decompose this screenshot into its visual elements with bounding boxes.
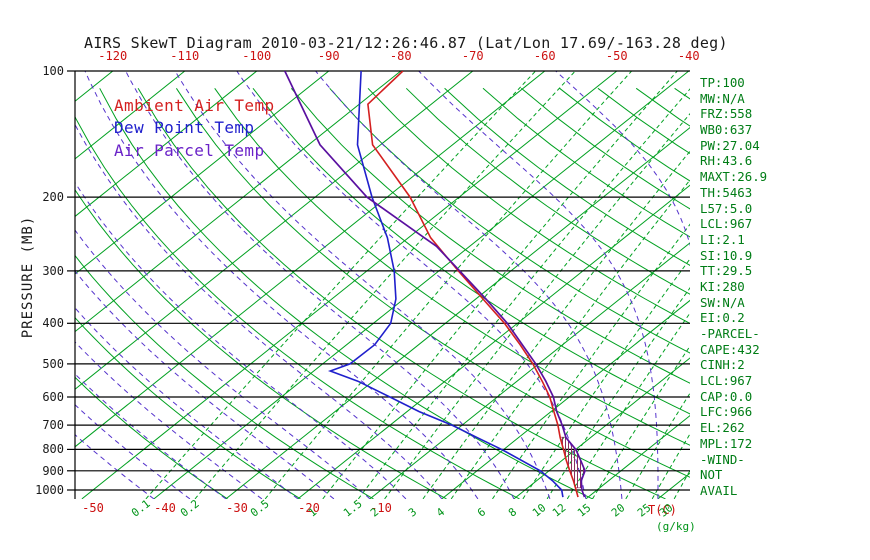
top-temp-tick-label: -110 bbox=[170, 49, 200, 63]
pressure-tick-label: 900 bbox=[42, 463, 64, 478]
pressure-tick-label: 600 bbox=[42, 390, 64, 405]
stats-line: -PARCEL- bbox=[700, 326, 760, 341]
stats-line: AVAIL bbox=[700, 482, 738, 498]
stats-line: KI:280 bbox=[700, 278, 745, 294]
stats-line: TT:29.5 bbox=[700, 263, 753, 279]
stats-line: CAPE:432 bbox=[700, 341, 760, 357]
stats-line: TP:100 bbox=[700, 75, 745, 90]
pressure-tick-label: 400 bbox=[42, 316, 64, 331]
stats-panel: TP:100 MW:N/A FRZ:558 WB0:637 PW:27.04 RH:43.… bbox=[700, 75, 767, 499]
bottom-temp-tick-label: -10 bbox=[370, 501, 392, 515]
legend-parcel: Air Parcel Temp bbox=[114, 140, 265, 160]
bottom-temp-tick-label: -40 bbox=[154, 501, 176, 515]
pressure-tick-label: 300 bbox=[42, 263, 64, 278]
stats-line: L57:5.0 bbox=[700, 200, 753, 216]
top-temp-tick-label: -40 bbox=[677, 49, 700, 63]
sounding-curves bbox=[284, 71, 586, 498]
stats-line: EL:262 bbox=[700, 420, 745, 436]
pressure-tick-label: 500 bbox=[42, 356, 64, 371]
stats-line: LI:2.1 bbox=[700, 231, 745, 247]
legend-ambient: Ambient Air Temp bbox=[114, 96, 275, 115]
stats-line: LCL:967 bbox=[700, 373, 753, 389]
pressure-tick-label: 800 bbox=[42, 442, 64, 457]
stats-line: MW:N/A bbox=[700, 90, 745, 106]
stats-line: EI:0.2 bbox=[700, 310, 745, 326]
mixing-ratio-lines bbox=[145, 71, 690, 499]
pressure-tick-label: 700 bbox=[42, 418, 64, 433]
top-temp-tick-label: -70 bbox=[461, 49, 484, 63]
top-temp-tick-label: -50 bbox=[605, 49, 628, 63]
stats-line: SI:10.9 bbox=[700, 247, 753, 263]
stats-line: TH:5463 bbox=[700, 184, 753, 200]
dewpoint-curve bbox=[327, 71, 564, 498]
stats-line: WB0:637 bbox=[700, 122, 753, 138]
stats-line: NOT bbox=[700, 467, 723, 483]
bottom-temp-tick-label: -30 bbox=[226, 501, 248, 515]
legend-dewpoint: Dew Point Temp bbox=[114, 118, 255, 138]
stats-line: MAXT:26.9 bbox=[700, 169, 768, 185]
pressure-tick-label: 100 bbox=[42, 64, 64, 78]
stats-line: LFC:966 bbox=[700, 404, 753, 420]
moist-adiabat-lines bbox=[75, 71, 690, 499]
stats-line: RH:43.6 bbox=[700, 153, 753, 169]
stats-line: CAP:0.0 bbox=[700, 388, 753, 404]
pressure-tick-label: 1000 bbox=[35, 483, 64, 497]
parcel-curve bbox=[284, 71, 586, 498]
dry-adiabat-lines bbox=[75, 87, 690, 499]
top-temp-tick-label: -120 bbox=[98, 49, 128, 63]
pressure-grid-lines bbox=[67, 70, 690, 499]
stats-line: -WIND- bbox=[700, 451, 745, 467]
pressure-tick-label: 200 bbox=[42, 190, 64, 205]
stats-line: FRZ:558 bbox=[700, 106, 753, 122]
stats-line: SW:N/A bbox=[700, 294, 745, 310]
chart-title: AIRS SkewT Diagram 2010-03-21/12:26:46.8… bbox=[84, 34, 728, 52]
top-temp-tick-label: -100 bbox=[242, 49, 272, 63]
stats-line: PW:27.04 bbox=[700, 137, 760, 153]
ambient-temp-curve bbox=[367, 71, 579, 498]
bottom-temp-tick-label: -50 bbox=[82, 501, 104, 515]
background-grid bbox=[75, 71, 690, 499]
top-temp-tick-label: -80 bbox=[389, 49, 412, 63]
stats-line: CINH:2 bbox=[700, 357, 745, 373]
top-temp-tick-label: -90 bbox=[317, 49, 340, 63]
isotherm-lines bbox=[75, 71, 690, 499]
bottom-temp-tick-label: -20 bbox=[298, 501, 320, 515]
stats-line: LCL:967 bbox=[700, 216, 753, 232]
stats-line: MPL:172 bbox=[700, 435, 753, 451]
temp-unit-label: T(C) bbox=[648, 503, 677, 517]
top-temp-tick-label: -60 bbox=[533, 49, 556, 63]
mixing-unit-label: (g/kg) bbox=[656, 520, 696, 533]
